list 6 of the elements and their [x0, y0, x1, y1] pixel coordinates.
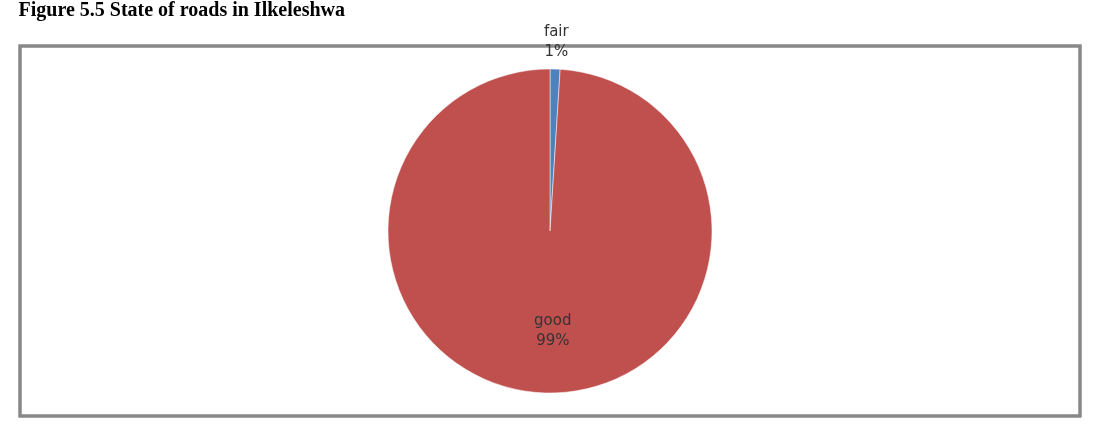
data-label: 99%: [536, 331, 570, 350]
slice-label: fair: [543, 22, 570, 41]
pie-slice: [387, 68, 713, 394]
data-label: 1%: [544, 42, 569, 61]
slice-label: good: [534, 311, 572, 330]
text: Figure 5.5 State of roads in Ilkeleshwa: [18, 0, 345, 22]
